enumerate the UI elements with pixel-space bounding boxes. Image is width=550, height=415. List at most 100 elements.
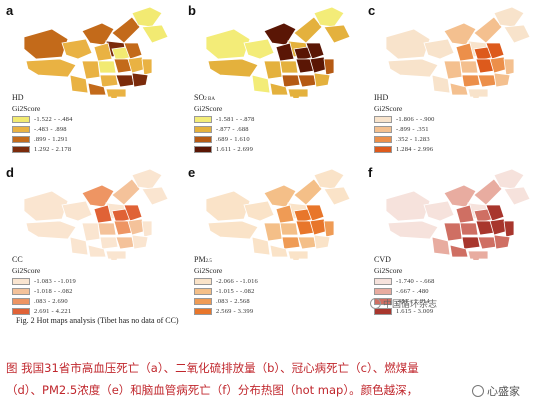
legend-swatch: [194, 297, 212, 305]
map-region: [81, 60, 101, 80]
legend-swatch: [374, 145, 392, 153]
map-region: [305, 42, 325, 60]
map-region: [69, 236, 89, 256]
legend-range: -1.083 - -1.019: [34, 277, 76, 285]
figure: a HD Gi2Score -1.522 - -.484 -.483 - .89…: [6, 3, 542, 325]
map-region: [131, 6, 163, 28]
legend-swatch: [12, 287, 30, 295]
legend: CC Gi2Score -1.083 - -1.019 -1.018 - -.0…: [12, 255, 142, 316]
legend-row: 1.284 - 2.996: [374, 144, 504, 154]
map-region: [131, 72, 149, 88]
choropleth-map: [205, 168, 351, 260]
legend-range: -1.522 - -.484: [34, 115, 73, 123]
map-region: [297, 236, 317, 250]
map-region: [275, 204, 295, 224]
map-region: [493, 72, 511, 88]
map-region-island: [473, 95, 479, 98]
map-region: [293, 178, 323, 206]
map-region: [503, 58, 515, 76]
map-region: [503, 24, 531, 44]
map-region: [141, 24, 169, 44]
legend-row: .899 - 1.291: [12, 134, 142, 144]
legend-row: 2.691 - 4.221: [12, 306, 142, 316]
legend-swatch: [194, 277, 212, 285]
legend-row: -1.806 - -.900: [374, 114, 504, 124]
panel-f: f CVD Gi2Score -1.740 - -.668 -.667 - .4…: [364, 165, 542, 315]
legend-swatch: [12, 115, 30, 123]
legend-swatch: [12, 297, 30, 305]
watermark-bottom: 心盛家: [470, 383, 522, 399]
legend-swatch: [374, 307, 392, 315]
wechat-icon: [472, 385, 484, 397]
panel-letter: e: [188, 165, 196, 180]
map-region: [449, 244, 469, 258]
map-region: [493, 168, 525, 190]
legend-title: CC: [12, 255, 23, 264]
legend-row: -.483 - .898: [12, 124, 142, 134]
map-region: [141, 58, 153, 76]
legend-row: -1.522 - -.484: [12, 114, 142, 124]
legend-range: -.899 - .351: [396, 125, 429, 133]
map-region: [313, 234, 331, 250]
legend-swatch: [194, 125, 212, 133]
legend-range: -.483 - .898: [34, 125, 67, 133]
figure-caption-chinese: 图 我国31省市高血压死亡（a）、二氧化硫排放量（b）、冠心病死亡（c）、燃煤量…: [6, 357, 546, 401]
map-region: [115, 74, 135, 88]
legend-range: 1.611 - 2.699: [216, 145, 254, 153]
map-region: [305, 204, 325, 222]
legend-swatch: [194, 287, 212, 295]
legend-row: .083 - 2.690: [12, 296, 142, 306]
map-region: [323, 186, 351, 206]
legend-swatch: [12, 277, 30, 285]
map-region: [485, 42, 505, 60]
map-region: [323, 220, 335, 238]
map-region: [493, 6, 525, 28]
map-region: [111, 16, 141, 44]
legend: PM2.5 Gi2Score -2.066 - -1.016 -1.015 - …: [194, 255, 324, 316]
map-region-island: [293, 95, 299, 98]
legend-title: CVD: [374, 255, 391, 264]
map-region: [473, 178, 503, 206]
legend-row: .689 - 1.610: [194, 134, 324, 144]
choropleth-map: [23, 6, 169, 98]
legend: CVD Gi2Score -1.740 - -.668 -.667 - .480…: [374, 255, 504, 316]
map-region: [81, 222, 101, 242]
panel-letter: d: [6, 165, 14, 180]
map-region: [123, 204, 143, 222]
map-region: [477, 74, 497, 88]
map-region: [61, 38, 93, 60]
map-region: [251, 236, 271, 256]
map-region: [141, 186, 169, 206]
legend-row: -2.066 - -1.016: [194, 276, 324, 286]
legend-range: -1.018 - -.082: [34, 287, 73, 295]
legend-subtitle: Gi2Score: [12, 104, 41, 113]
legend-row: -1.740 - -.668: [374, 276, 504, 286]
legend-subtitle: Gi2Score: [194, 266, 223, 275]
legend-swatch: [194, 307, 212, 315]
map-region: [385, 28, 431, 60]
map-region: [431, 236, 451, 256]
map-region: [297, 74, 317, 88]
map-region: [279, 222, 299, 236]
map-region: [275, 42, 295, 62]
map-region: [97, 222, 117, 236]
caption-line: （d）、PM2.5浓度（e）和脑血管病死亡（f）分布热图（hot map）。颜色…: [6, 383, 419, 397]
map-region: [449, 82, 469, 96]
legend-row: -.899 - .351: [374, 124, 504, 134]
legend-range: 2.691 - 4.221: [34, 307, 72, 315]
map-region: [281, 74, 301, 88]
panel-c: c IHD Gi2Score -1.806 - -.900 -.899 - .3…: [364, 3, 542, 153]
map-region: [459, 60, 479, 74]
legend: SO2 BA Gi2Score -1.581 - -.878 -.877 - .…: [194, 93, 324, 154]
map-region: [207, 220, 259, 240]
legend-row: -1.581 - -.878: [194, 114, 324, 124]
panel-letter: b: [188, 3, 196, 18]
legend-range: -1.740 - -.668: [396, 277, 435, 285]
watermark-text: 中国循环杂志: [383, 299, 438, 309]
map-region: [97, 60, 117, 74]
legend-swatch: [194, 145, 212, 153]
map-region: [269, 82, 289, 96]
map-region: [387, 58, 439, 78]
legend-swatch: [374, 125, 392, 133]
choropleth-map: [23, 168, 169, 260]
